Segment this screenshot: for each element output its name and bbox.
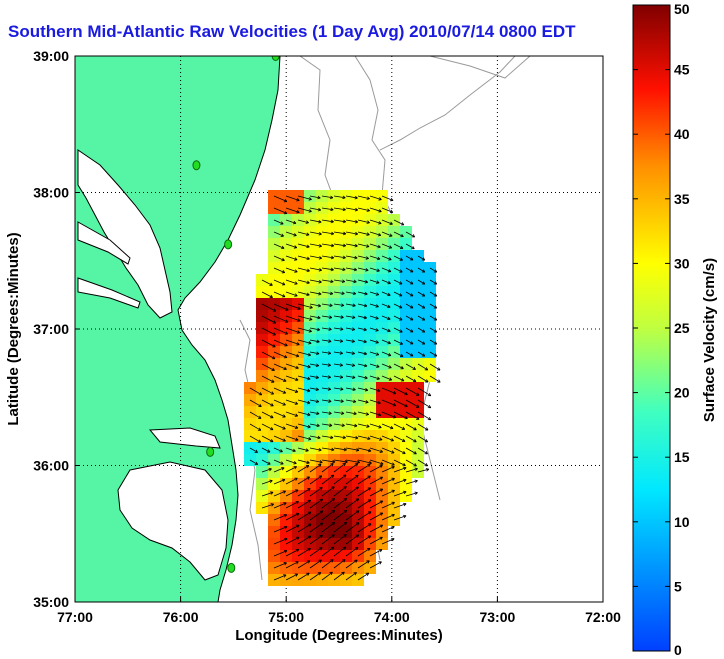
land-mainland	[75, 56, 281, 602]
colorbar-label: Surface Velocity (cm/s)	[701, 258, 718, 422]
y-tick-label: 39:00	[33, 48, 69, 64]
x-tick-label: 73:00	[479, 609, 515, 625]
radar-station-marker	[224, 239, 233, 250]
velocity-vectors	[249, 195, 441, 581]
colorbar-tick-label: 0	[674, 642, 682, 658]
figure-title: Southern Mid-Atlantic Raw Velocities (1 …	[8, 22, 576, 41]
x-tick-label: 75:00	[268, 609, 304, 625]
y-tick-label: 35:00	[33, 594, 69, 610]
albemarle-sound	[148, 427, 221, 449]
colorbar-tick-label: 5	[674, 578, 682, 594]
colorbar-tick-label: 15	[674, 449, 690, 465]
colorbar-tick-label: 25	[674, 320, 690, 336]
x-tick-label: 77:00	[57, 609, 93, 625]
radar-station-marker	[271, 56, 280, 61]
colorbar-tick-label: 10	[674, 514, 690, 530]
x-axis-ticks: 77:00 76:00 75:00 74:00 73:00 72:00	[57, 597, 621, 625]
colorbar-tick-label: 30	[674, 255, 690, 271]
x-axis-label: Longitude (Degrees:Minutes)	[235, 627, 443, 644]
chesapeake-bay	[77, 149, 173, 319]
x-tick-label: 76:00	[163, 609, 199, 625]
y-axis-label: Latitude (Degrees:Minutes)	[5, 232, 22, 425]
x-tick-label: 72:00	[585, 609, 621, 625]
colorbar-ticks: 0 5 10 15 20 25 30 35 40 45 50	[633, 1, 690, 658]
river-inlet	[77, 221, 131, 265]
colorbar-tick-label: 20	[674, 385, 690, 401]
colorbar-tick-label: 40	[674, 126, 690, 142]
radar-station-marker	[206, 446, 215, 457]
y-tick-label: 37:00	[33, 321, 69, 337]
y-tick-label: 36:00	[33, 458, 69, 474]
colorbar-tick-label: 45	[674, 62, 690, 78]
river-inlet	[77, 277, 141, 309]
hf-radar-stations	[192, 56, 280, 573]
y-tick-label: 38:00	[33, 185, 69, 201]
radar-station-marker	[192, 160, 201, 171]
x-tick-label: 74:00	[374, 609, 410, 625]
colorbar-tick-label: 50	[674, 1, 690, 17]
pamlico-sound	[117, 461, 229, 581]
radar-station-marker	[227, 562, 236, 573]
colorbar-tick-label: 35	[674, 191, 690, 207]
colorbar	[632, 4, 671, 652]
y-axis-ticks: 39:00 38:00 37:00 36:00 35:00	[33, 48, 80, 610]
